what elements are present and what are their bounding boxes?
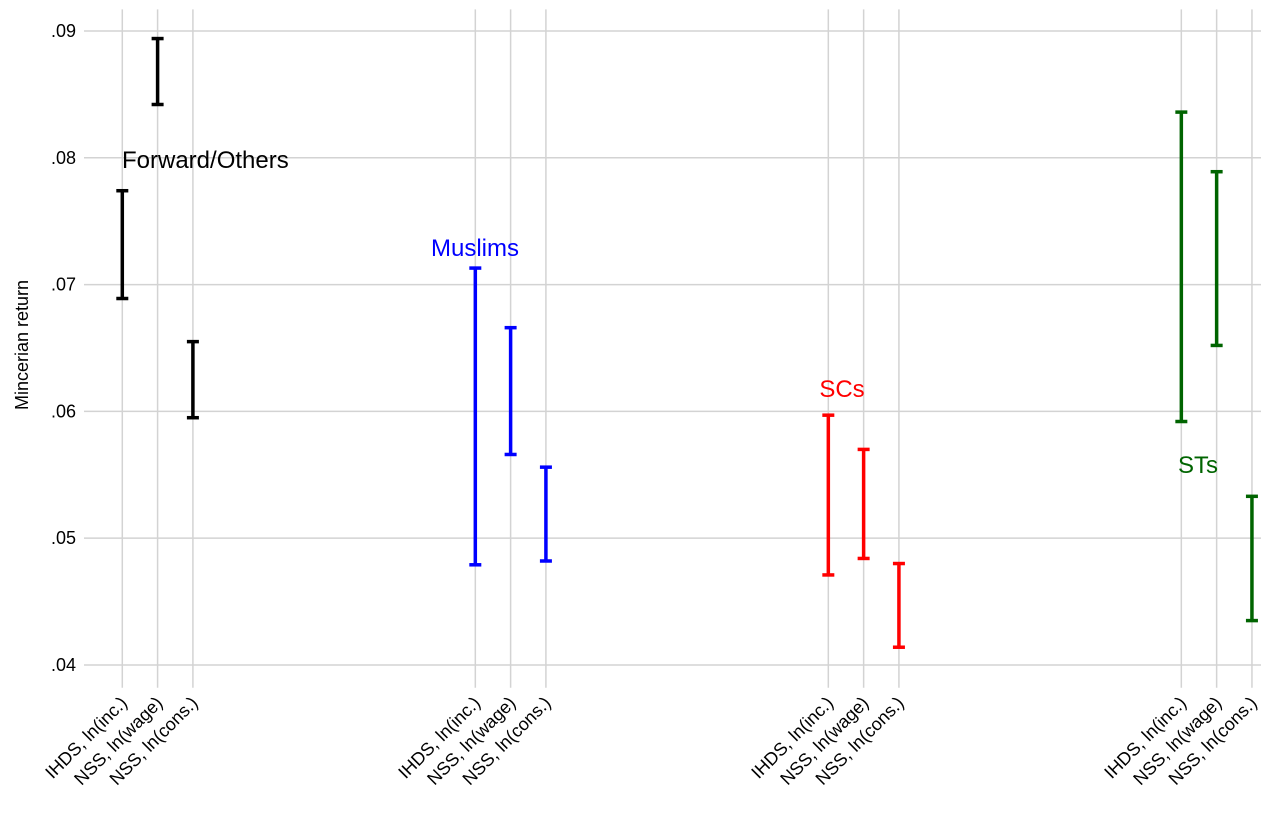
group-label: STs [1178,452,1218,479]
group-label: SCs [819,376,864,403]
y-tick-label: .08 [51,148,76,168]
error-bar [892,561,905,649]
y-tick-label: .04 [51,655,76,675]
y-tick-label: .09 [51,21,76,41]
error-bar [151,36,164,107]
error-bar [1245,494,1258,623]
error-bar [504,325,517,457]
error-bar [539,465,552,563]
error-bar [822,413,835,577]
y-tick-label: .06 [51,401,76,421]
error-bar [469,266,482,567]
y-tick-label: .07 [51,275,76,295]
error-bar [857,447,870,561]
y-tick-label: .05 [51,528,76,548]
error-bar [186,339,199,420]
y-axis-label: Mincerian return [12,280,32,410]
error-bar [116,188,129,301]
error-bar [1210,169,1223,348]
group-label: Muslims [431,235,519,262]
group-label: Forward/Others [122,147,289,174]
error-bar [1175,110,1188,424]
